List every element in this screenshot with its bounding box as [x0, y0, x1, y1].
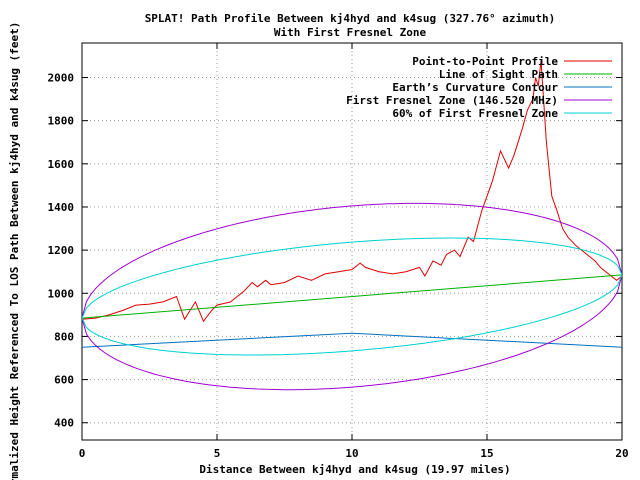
series-layer: [82, 60, 622, 391]
y-tick-label: 1400: [48, 201, 75, 214]
y-tick-label: 1600: [48, 158, 75, 171]
series-first-fresnel-zone-146-520-mhz: [82, 202, 622, 391]
y-tick-label: 2000: [48, 72, 75, 85]
x-tick-label: 15: [480, 447, 493, 460]
x-axis-label: Distance Between kj4hyd and k4sug (19.97…: [199, 463, 510, 476]
x-tick-label: 20: [615, 447, 628, 460]
series-line-of-sight-path: [82, 274, 622, 319]
x-tick-label: 10: [345, 447, 358, 460]
y-tick-label: 1200: [48, 244, 75, 257]
legend-label: 60% of First Fresnel Zone: [392, 107, 558, 120]
chart-subtitle: With First Fresnel Zone: [274, 26, 427, 39]
x-tick-label: 0: [79, 447, 86, 460]
x-tick-label: 5: [214, 447, 221, 460]
y-tick-label: 800: [54, 330, 74, 343]
y-tick-label: 1000: [48, 287, 75, 300]
y-axis-label: Normalized Height Referenced To LOS Path…: [8, 22, 21, 480]
series-earth-s-curvature-contour: [82, 332, 622, 348]
y-tick-label: 1800: [48, 115, 75, 128]
y-tick-label: 400: [54, 417, 74, 430]
y-tick-label: 600: [54, 374, 74, 387]
legend-label: Line of Sight Path: [439, 68, 558, 81]
series-point-to-point-profile: [82, 60, 622, 323]
legend-label: Earth’s Curvature Contour: [392, 81, 558, 94]
legend-label: Point-to-Point Profile: [412, 55, 558, 68]
chart-title: SPLAT! Path Profile Between kj4hyd and k…: [145, 12, 556, 25]
series-60-of-first-fresnel-zone: [82, 237, 622, 356]
legend-label: First Fresnel Zone (146.520 MHz): [346, 94, 558, 107]
axes: 0 5 10 15 20 400 600 800 1000 1200 1400 1600 1800 200…: [48, 42, 629, 460]
